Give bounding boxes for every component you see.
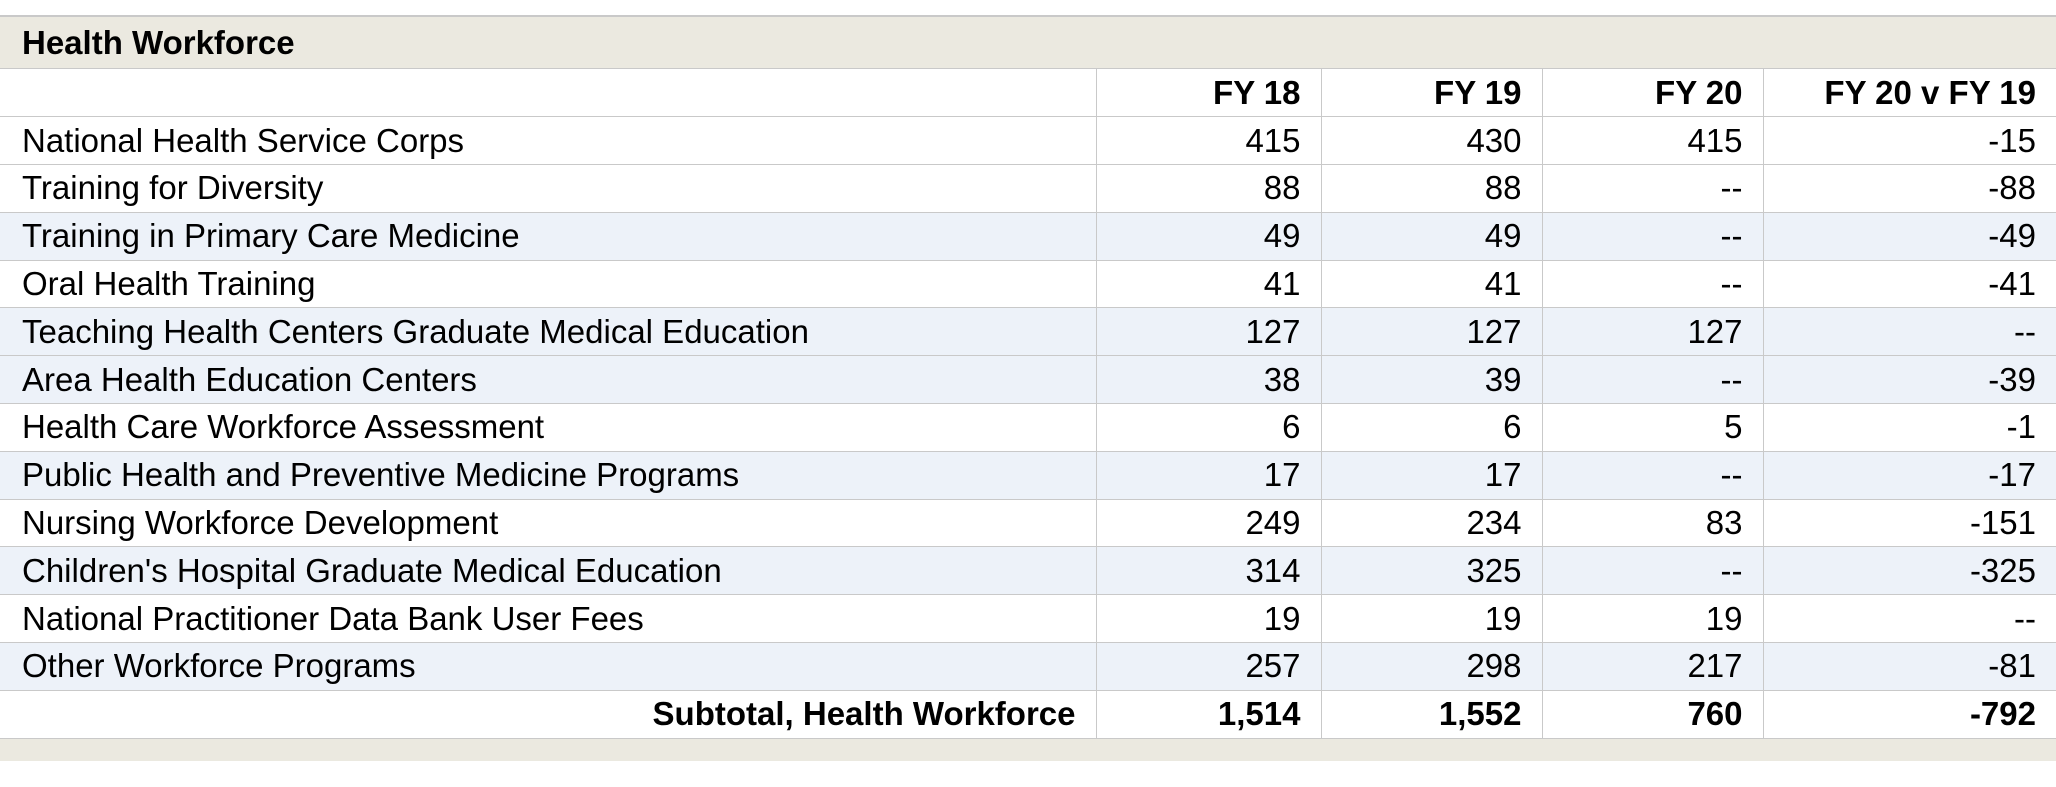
subtotal-change: -792: [1762, 690, 2056, 739]
table-row: Oral Health Training 41 41 -- -41: [0, 260, 2056, 309]
fy20-value: --: [1541, 355, 1763, 405]
change-value: -15: [1762, 116, 2056, 166]
table-row: Nursing Workforce Development 249 234 83…: [0, 499, 2056, 548]
table-row: Training in Primary Care Medicine 49 49 …: [0, 212, 2056, 261]
fy18-value: 249: [1095, 499, 1321, 548]
change-value: -88: [1762, 164, 2056, 213]
fy18-value: 415: [1095, 116, 1321, 166]
fy19-value: 39: [1320, 355, 1542, 405]
change-value: -49: [1762, 212, 2056, 261]
table-row: Other Workforce Programs 257 298 217 -81: [0, 642, 2056, 691]
fy20-value: 83: [1541, 499, 1763, 548]
change-value: --: [1762, 594, 2056, 644]
fy18-value: 6: [1095, 403, 1321, 452]
fy19-value: 88: [1320, 164, 1542, 213]
change-value: -151: [1762, 499, 2056, 548]
program-name: Area Health Education Centers: [0, 355, 1096, 405]
program-name: Other Workforce Programs: [0, 642, 1096, 691]
fy18-value: 257: [1095, 642, 1321, 691]
fy20-value: 127: [1541, 307, 1763, 357]
fy19-value: 298: [1320, 642, 1542, 691]
fy20-value: 217: [1541, 642, 1763, 691]
fy19-value: 127: [1320, 307, 1542, 357]
header-fy20-v-fy19: FY 20 v FY 19: [1762, 69, 2056, 118]
fy18-value: 49: [1095, 212, 1321, 261]
fy18-value: 19: [1095, 594, 1321, 644]
table-title: Health Workforce: [0, 15, 2056, 69]
table-row: National Health Service Corps 415 430 41…: [0, 116, 2056, 166]
fy20-value: --: [1541, 546, 1763, 596]
header-row: FY 18 FY 19 FY 20 FY 20 v FY 19: [0, 69, 2056, 118]
fy18-value: 38: [1095, 355, 1321, 405]
fy18-value: 88: [1095, 164, 1321, 213]
funding-table: FY 18 FY 19 FY 20 FY 20 v FY 19 National…: [0, 69, 2056, 739]
program-name: National Practitioner Data Bank User Fee…: [0, 594, 1096, 644]
subtotal-fy18: 1,514: [1095, 690, 1321, 739]
fy19-value: 49: [1320, 212, 1542, 261]
change-value: -17: [1762, 451, 2056, 500]
program-name: Health Care Workforce Assessment: [0, 403, 1096, 452]
change-value: -41: [1762, 260, 2056, 309]
health-workforce-table: Health Workforce FY 18 FY 19 FY 20 FY 20…: [0, 15, 2056, 761]
subtotal-fy20: 760: [1541, 690, 1763, 739]
fy20-value: --: [1541, 451, 1763, 500]
fy20-value: 415: [1541, 116, 1763, 166]
header-fy18: FY 18: [1095, 69, 1321, 118]
program-name: Training for Diversity: [0, 164, 1096, 213]
fy19-value: 17: [1320, 451, 1542, 500]
fy18-value: 314: [1095, 546, 1321, 596]
fy19-value: 6: [1320, 403, 1542, 452]
fy19-value: 430: [1320, 116, 1542, 166]
table-row: Children's Hospital Graduate Medical Edu…: [0, 546, 2056, 596]
fy20-value: --: [1541, 164, 1763, 213]
fy18-value: 17: [1095, 451, 1321, 500]
table-row: Training for Diversity 88 88 -- -88: [0, 164, 2056, 213]
header-program: [0, 69, 1096, 118]
fy18-value: 41: [1095, 260, 1321, 309]
change-value: --: [1762, 307, 2056, 357]
subtotal-row: Subtotal, Health Workforce 1,514 1,552 7…: [0, 690, 2056, 739]
program-name: Children's Hospital Graduate Medical Edu…: [0, 546, 1096, 596]
change-value: -325: [1762, 546, 2056, 596]
fy19-value: 41: [1320, 260, 1542, 309]
fy20-value: --: [1541, 260, 1763, 309]
program-name: Public Health and Preventive Medicine Pr…: [0, 451, 1096, 500]
subtotal-fy19: 1,552: [1320, 690, 1542, 739]
fy18-value: 127: [1095, 307, 1321, 357]
header-fy19: FY 19: [1320, 69, 1542, 118]
program-name: National Health Service Corps: [0, 116, 1096, 166]
fy20-value: --: [1541, 212, 1763, 261]
table-row: Health Care Workforce Assessment 6 6 5 -…: [0, 403, 2056, 452]
change-value: -1: [1762, 403, 2056, 452]
fy20-value: 19: [1541, 594, 1763, 644]
program-name: Oral Health Training: [0, 260, 1096, 309]
fy19-value: 19: [1320, 594, 1542, 644]
table-row: Teaching Health Centers Graduate Medical…: [0, 307, 2056, 357]
table-row: Area Health Education Centers 38 39 -- -…: [0, 355, 2056, 405]
subtotal-label: Subtotal, Health Workforce: [0, 690, 1096, 739]
program-name: Training in Primary Care Medicine: [0, 212, 1096, 261]
change-value: -39: [1762, 355, 2056, 405]
fy19-value: 325: [1320, 546, 1542, 596]
program-name: Teaching Health Centers Graduate Medical…: [0, 307, 1096, 357]
change-value: -81: [1762, 642, 2056, 691]
table-row: Public Health and Preventive Medicine Pr…: [0, 451, 2056, 500]
table-row: National Practitioner Data Bank User Fee…: [0, 594, 2056, 644]
table-footer-bar: [0, 738, 2056, 761]
fy19-value: 234: [1320, 499, 1542, 548]
program-name: Nursing Workforce Development: [0, 499, 1096, 548]
fy20-value: 5: [1541, 403, 1763, 452]
header-fy20: FY 20: [1541, 69, 1763, 118]
